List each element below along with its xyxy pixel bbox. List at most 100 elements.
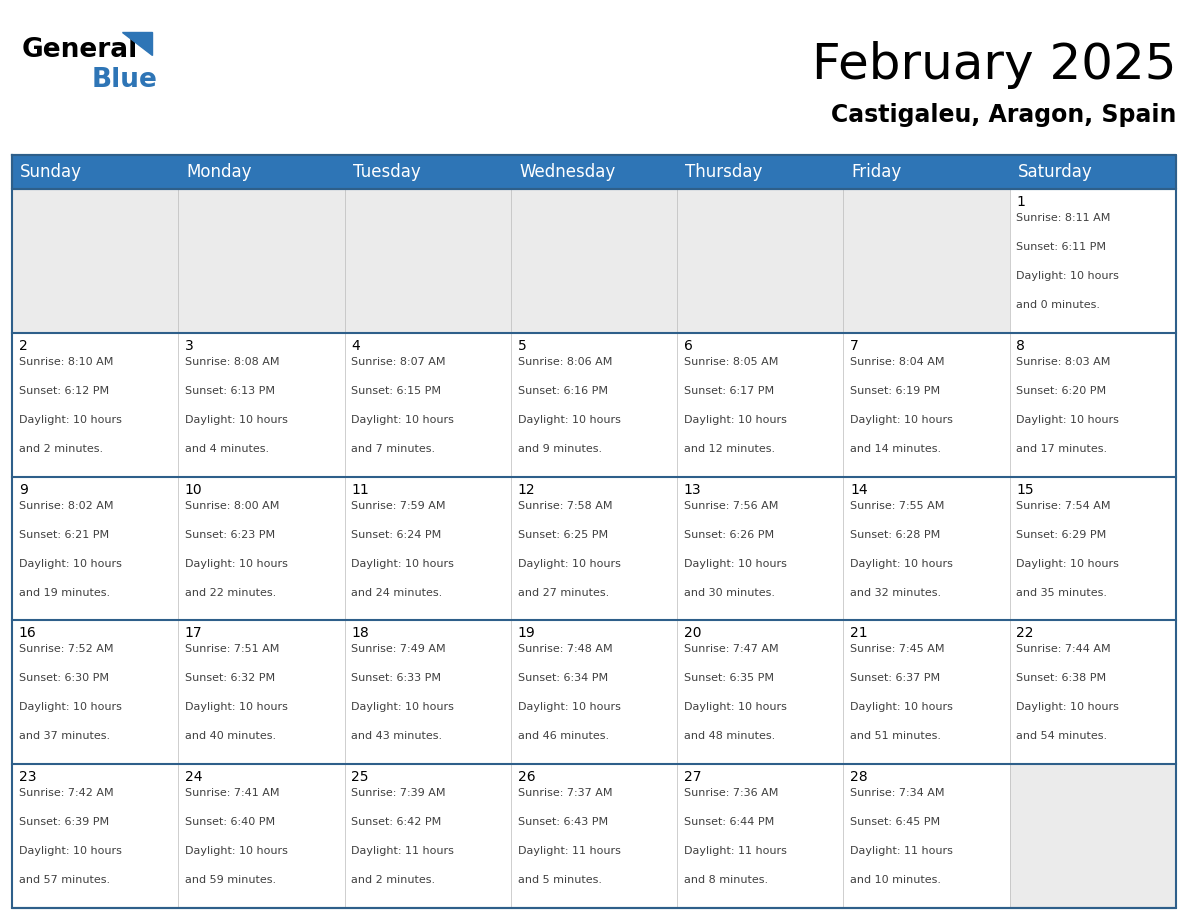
Bar — [12, 155, 178, 189]
Text: and 5 minutes.: and 5 minutes. — [518, 875, 601, 885]
Text: Daylight: 10 hours: Daylight: 10 hours — [518, 415, 620, 425]
Polygon shape — [122, 32, 152, 55]
Text: Monday: Monday — [187, 163, 252, 181]
Text: Sunset: 6:44 PM: Sunset: 6:44 PM — [684, 817, 775, 827]
Text: Sunset: 6:43 PM: Sunset: 6:43 PM — [518, 817, 607, 827]
Text: Daylight: 10 hours: Daylight: 10 hours — [684, 558, 786, 568]
Text: and 22 minutes.: and 22 minutes. — [185, 588, 276, 598]
Text: and 2 minutes.: and 2 minutes. — [19, 443, 103, 453]
Text: Tuesday: Tuesday — [353, 163, 421, 181]
Text: 7: 7 — [851, 339, 859, 353]
Text: Daylight: 10 hours: Daylight: 10 hours — [185, 415, 287, 425]
Text: Sunrise: 8:04 AM: Sunrise: 8:04 AM — [851, 357, 944, 367]
Text: Daylight: 10 hours: Daylight: 10 hours — [1017, 415, 1119, 425]
Bar — [1010, 333, 1176, 476]
Text: Sunset: 6:45 PM: Sunset: 6:45 PM — [851, 817, 940, 827]
Text: Sunset: 6:29 PM: Sunset: 6:29 PM — [1017, 530, 1106, 540]
Text: Sunset: 6:20 PM: Sunset: 6:20 PM — [1017, 386, 1106, 396]
Text: Sunrise: 7:48 AM: Sunrise: 7:48 AM — [518, 644, 612, 655]
Text: Sunset: 6:15 PM: Sunset: 6:15 PM — [352, 386, 441, 396]
Text: Sunset: 6:25 PM: Sunset: 6:25 PM — [518, 530, 607, 540]
Text: Daylight: 10 hours: Daylight: 10 hours — [352, 558, 454, 568]
Text: Sunrise: 7:37 AM: Sunrise: 7:37 AM — [518, 789, 612, 798]
Text: and 57 minutes.: and 57 minutes. — [19, 875, 109, 885]
Text: and 35 minutes.: and 35 minutes. — [1017, 588, 1107, 598]
Text: Sunset: 6:26 PM: Sunset: 6:26 PM — [684, 530, 773, 540]
Bar — [843, 476, 1010, 621]
Text: Daylight: 10 hours: Daylight: 10 hours — [1017, 271, 1119, 281]
Text: Sunset: 6:24 PM: Sunset: 6:24 PM — [352, 530, 442, 540]
Bar — [511, 621, 677, 764]
Text: 16: 16 — [19, 626, 37, 641]
Text: Sunrise: 7:41 AM: Sunrise: 7:41 AM — [185, 789, 279, 798]
Text: and 8 minutes.: and 8 minutes. — [684, 875, 767, 885]
Text: Daylight: 10 hours: Daylight: 10 hours — [19, 415, 121, 425]
Bar — [1010, 189, 1176, 333]
Text: Daylight: 10 hours: Daylight: 10 hours — [518, 702, 620, 712]
Bar — [677, 333, 843, 476]
Text: Sunset: 6:12 PM: Sunset: 6:12 PM — [19, 386, 109, 396]
Text: 26: 26 — [518, 770, 535, 784]
Bar — [843, 764, 1010, 908]
Bar — [677, 155, 843, 189]
Bar — [12, 476, 178, 621]
Text: Blue: Blue — [91, 67, 158, 93]
Bar — [345, 333, 511, 476]
Text: and 0 minutes.: and 0 minutes. — [1017, 300, 1100, 310]
Bar — [511, 764, 677, 908]
Text: and 51 minutes.: and 51 minutes. — [851, 732, 941, 742]
Bar — [178, 189, 345, 333]
Text: Sunday: Sunday — [20, 163, 82, 181]
Bar — [178, 764, 345, 908]
Text: Sunrise: 8:06 AM: Sunrise: 8:06 AM — [518, 357, 612, 367]
Text: 8: 8 — [1017, 339, 1025, 353]
Text: Sunrise: 8:07 AM: Sunrise: 8:07 AM — [352, 357, 446, 367]
Text: 24: 24 — [185, 770, 202, 784]
Text: Daylight: 10 hours: Daylight: 10 hours — [19, 846, 121, 856]
Text: and 19 minutes.: and 19 minutes. — [19, 588, 109, 598]
Text: Daylight: 10 hours: Daylight: 10 hours — [19, 558, 121, 568]
Text: 10: 10 — [185, 483, 203, 497]
Text: 1: 1 — [1017, 195, 1025, 209]
Text: Sunrise: 7:51 AM: Sunrise: 7:51 AM — [185, 644, 279, 655]
Text: Sunset: 6:38 PM: Sunset: 6:38 PM — [1017, 674, 1106, 683]
Text: Sunrise: 7:34 AM: Sunrise: 7:34 AM — [851, 789, 944, 798]
Text: Daylight: 10 hours: Daylight: 10 hours — [352, 702, 454, 712]
Text: Sunset: 6:35 PM: Sunset: 6:35 PM — [684, 674, 773, 683]
Text: 15: 15 — [1017, 483, 1034, 497]
Text: Sunset: 6:19 PM: Sunset: 6:19 PM — [851, 386, 940, 396]
Text: Wednesday: Wednesday — [519, 163, 615, 181]
Text: Sunset: 6:34 PM: Sunset: 6:34 PM — [518, 674, 607, 683]
Text: Daylight: 10 hours: Daylight: 10 hours — [1017, 558, 1119, 568]
Text: Daylight: 10 hours: Daylight: 10 hours — [851, 558, 953, 568]
Text: Daylight: 10 hours: Daylight: 10 hours — [352, 415, 454, 425]
Text: Castigaleu, Aragon, Spain: Castigaleu, Aragon, Spain — [830, 103, 1176, 127]
Text: and 24 minutes.: and 24 minutes. — [352, 588, 442, 598]
Text: Sunrise: 8:05 AM: Sunrise: 8:05 AM — [684, 357, 778, 367]
Bar — [677, 189, 843, 333]
Bar — [345, 621, 511, 764]
Text: Daylight: 10 hours: Daylight: 10 hours — [185, 558, 287, 568]
Text: Sunrise: 8:11 AM: Sunrise: 8:11 AM — [1017, 213, 1111, 223]
Text: 25: 25 — [352, 770, 368, 784]
Text: General: General — [23, 37, 138, 63]
Text: 3: 3 — [185, 339, 194, 353]
Text: Sunset: 6:39 PM: Sunset: 6:39 PM — [19, 817, 109, 827]
Text: Sunrise: 7:44 AM: Sunrise: 7:44 AM — [1017, 644, 1111, 655]
Text: Sunset: 6:40 PM: Sunset: 6:40 PM — [185, 817, 276, 827]
Text: Daylight: 10 hours: Daylight: 10 hours — [684, 702, 786, 712]
Text: 12: 12 — [518, 483, 535, 497]
Text: Saturday: Saturday — [1018, 163, 1093, 181]
Text: and 32 minutes.: and 32 minutes. — [851, 588, 941, 598]
Text: Sunset: 6:23 PM: Sunset: 6:23 PM — [185, 530, 276, 540]
Text: 4: 4 — [352, 339, 360, 353]
Text: and 10 minutes.: and 10 minutes. — [851, 875, 941, 885]
Text: 20: 20 — [684, 626, 701, 641]
Bar — [345, 764, 511, 908]
Text: Sunrise: 7:56 AM: Sunrise: 7:56 AM — [684, 500, 778, 510]
Text: Sunset: 6:32 PM: Sunset: 6:32 PM — [185, 674, 276, 683]
Text: Sunset: 6:28 PM: Sunset: 6:28 PM — [851, 530, 941, 540]
Text: Daylight: 10 hours: Daylight: 10 hours — [684, 415, 786, 425]
Text: and 9 minutes.: and 9 minutes. — [518, 443, 601, 453]
Text: Sunset: 6:16 PM: Sunset: 6:16 PM — [518, 386, 607, 396]
